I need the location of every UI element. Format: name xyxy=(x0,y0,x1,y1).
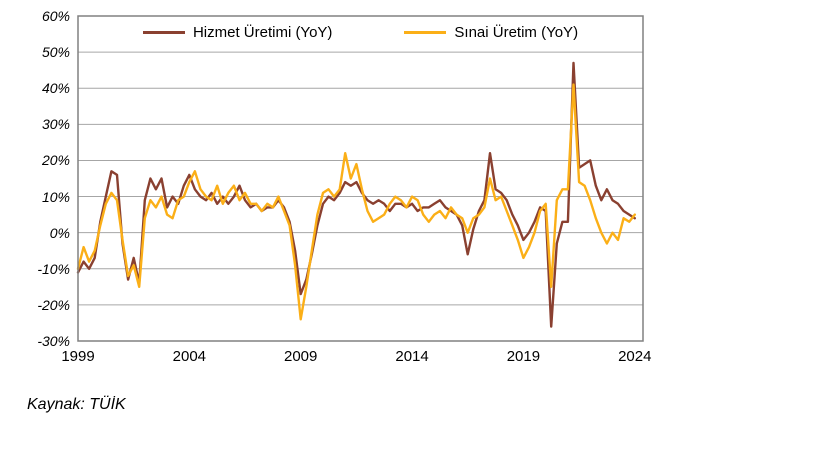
sinai-line-swatch xyxy=(404,31,447,34)
y-axis-label: 50% xyxy=(41,44,70,61)
y-axis-label: 10% xyxy=(41,188,70,205)
x-axis-label: 2024 xyxy=(618,348,652,365)
y-axis-label: 40% xyxy=(41,80,70,97)
y-axis-label: 20% xyxy=(41,152,70,169)
y-axis-label: -30% xyxy=(37,333,70,349)
x-axis-label: 2014 xyxy=(395,348,429,365)
x-axis-label: 1999 xyxy=(61,348,95,365)
plot-frame xyxy=(77,15,644,342)
hizmet-line-swatch xyxy=(142,31,185,34)
legend-label-hizmet: Hizmet Üretimi (YoY) xyxy=(192,24,333,41)
y-axis-label: 0% xyxy=(49,224,70,241)
legend-label-sinai: Sınai Üretim (YoY) xyxy=(454,24,579,41)
data-series-lines xyxy=(76,61,636,328)
y-axis-label: 30% xyxy=(41,116,70,133)
legend-item-hizmet: Hizmet Üretimi (YoY) xyxy=(142,24,333,41)
sinai-series-line xyxy=(76,83,636,321)
legend-item-sinai: Sınai Üretim (YoY) xyxy=(404,24,578,41)
legend: Hizmet Üretimi (YoY) Sınai Üretim (YoY) xyxy=(78,24,643,41)
x-axis-label: 2019 xyxy=(506,348,541,365)
x-axis-label: 2004 xyxy=(172,348,207,365)
y-axis-label: -10% xyxy=(37,260,70,277)
y-axis-label: 60% xyxy=(41,8,70,24)
source-note: Kaynak: TÜİK xyxy=(27,396,126,413)
y-axis-label: -20% xyxy=(37,296,70,313)
x-axis-label: 2009 xyxy=(284,348,318,365)
